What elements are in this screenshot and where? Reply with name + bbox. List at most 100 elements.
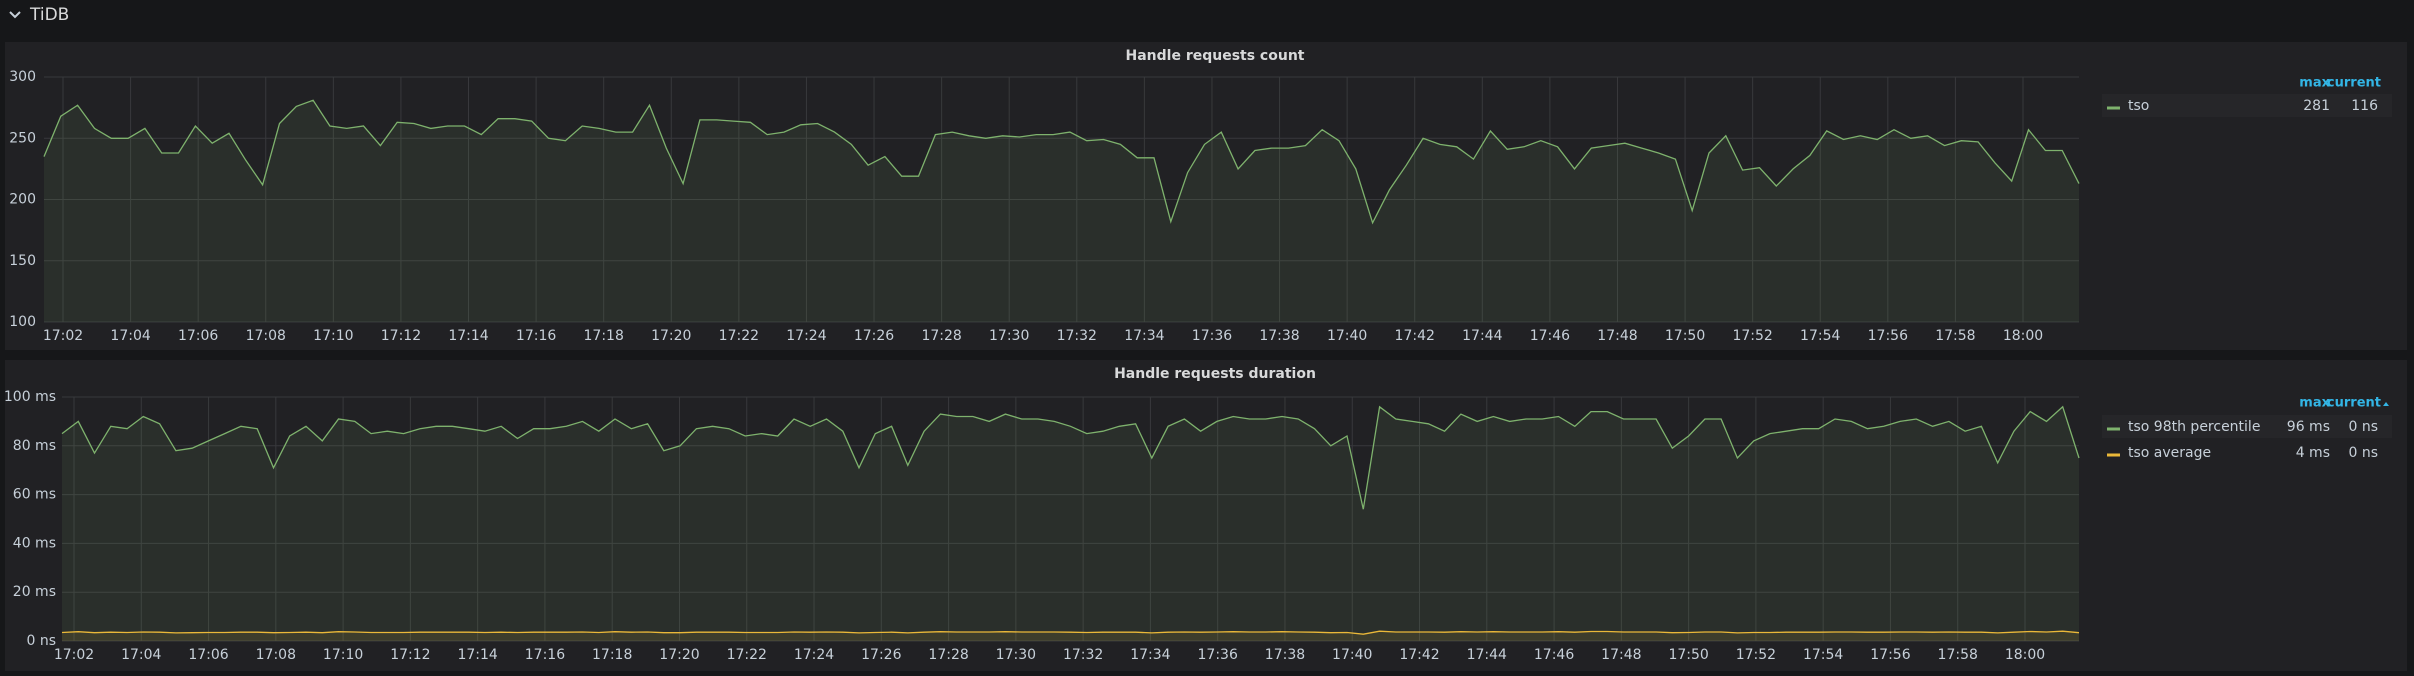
- x-tick-label: 17:30: [989, 328, 1029, 344]
- y-tick-label: 60 ms: [13, 487, 56, 503]
- legend-name[interactable]: tso 98th percentile: [2128, 419, 2260, 435]
- x-tick-label: 17:30: [996, 647, 1036, 663]
- legend-value: 96 ms: [2287, 419, 2330, 435]
- x-tick-label: 17:20: [651, 328, 691, 344]
- x-tick-label: 17:22: [727, 647, 767, 663]
- legend-header[interactable]: max: [2299, 76, 2330, 91]
- x-tick-label: 17:40: [1327, 328, 1367, 344]
- x-tick-label: 17:34: [1130, 647, 1170, 663]
- x-tick-label: 17:50: [1665, 328, 1705, 344]
- x-tick-label: 17:48: [1601, 647, 1641, 663]
- panel-title[interactable]: Handle requests count: [1126, 48, 1305, 64]
- x-tick-label: 17:48: [1597, 328, 1637, 344]
- x-tick-label: 17:44: [1467, 647, 1507, 663]
- x-tick-label: 17:52: [1736, 647, 1776, 663]
- x-tick-label: 17:36: [1198, 647, 1238, 663]
- x-tick-label: 17:44: [1462, 328, 1502, 344]
- y-tick-label: 300: [9, 69, 36, 85]
- x-tick-label: 17:06: [178, 328, 218, 344]
- x-tick-label: 17:08: [246, 328, 286, 344]
- x-tick-label: 18:00: [2003, 328, 2043, 344]
- series-area: [44, 100, 2079, 322]
- legend-value: 116: [2351, 98, 2378, 114]
- x-tick-label: 17:38: [1259, 328, 1299, 344]
- legend-row: [2102, 94, 2392, 117]
- x-tick-label: 17:58: [1935, 328, 1975, 344]
- y-tick-label: 20 ms: [13, 584, 56, 600]
- x-tick-label: 17:46: [1530, 328, 1570, 344]
- x-tick-label: 17:46: [1534, 647, 1574, 663]
- x-tick-label: 17:56: [1870, 647, 1910, 663]
- series-line: [43, 99, 2080, 225]
- series-line: [61, 405, 2080, 510]
- y-tick-label: 150: [9, 253, 36, 269]
- legend-row: [2102, 415, 2392, 438]
- x-tick-label: 17:32: [1063, 647, 1103, 663]
- legend-name[interactable]: tso: [2128, 98, 2149, 114]
- x-tick-label: 17:28: [921, 328, 961, 344]
- x-tick-label: 17:58: [1938, 647, 1978, 663]
- x-tick-label: 17:12: [390, 647, 430, 663]
- x-tick-label: 17:22: [719, 328, 759, 344]
- row-title[interactable]: TiDB: [29, 5, 69, 25]
- x-tick-label: 17:38: [1265, 647, 1305, 663]
- panel: [5, 42, 2407, 350]
- legend-value: 0 ns: [2348, 419, 2378, 435]
- x-tick-label: 17:32: [1057, 328, 1097, 344]
- x-tick-label: 17:52: [1732, 328, 1772, 344]
- x-tick-label: 17:50: [1668, 647, 1708, 663]
- series-area: [62, 406, 2079, 641]
- x-tick-label: 17:24: [786, 328, 826, 344]
- x-tick-label: 17:54: [1800, 328, 1840, 344]
- x-tick-label: 17:56: [1868, 328, 1908, 344]
- x-tick-label: 17:10: [323, 647, 363, 663]
- x-tick-label: 17:10: [313, 328, 353, 344]
- x-tick-label: 17:14: [457, 647, 497, 663]
- x-tick-label: 17:28: [928, 647, 968, 663]
- legend-value: 0 ns: [2348, 445, 2378, 461]
- y-tick-label: 0 ns: [26, 633, 56, 649]
- x-tick-label: 17:24: [794, 647, 834, 663]
- x-tick-label: 17:16: [516, 328, 556, 344]
- x-tick-label: 17:54: [1803, 647, 1843, 663]
- x-tick-label: 17:06: [188, 647, 228, 663]
- x-tick-label: 17:02: [43, 328, 83, 344]
- panel: [5, 360, 2407, 671]
- x-tick-label: 17:12: [381, 328, 421, 344]
- y-tick-label: 100 ms: [4, 389, 56, 405]
- y-tick-label: 80 ms: [13, 438, 56, 454]
- sort-arrow: [2383, 402, 2389, 406]
- x-tick-label: 17:08: [256, 647, 296, 663]
- x-tick-label: 17:18: [584, 328, 624, 344]
- legend-row: [2102, 441, 2392, 464]
- x-tick-label: 17:40: [1332, 647, 1372, 663]
- panel-title[interactable]: Handle requests duration: [1114, 366, 1316, 382]
- legend-name[interactable]: tso average: [2128, 445, 2211, 461]
- legend-header[interactable]: current: [2327, 76, 2381, 91]
- x-tick-label: 17:04: [121, 647, 161, 663]
- x-tick-label: 17:42: [1399, 647, 1439, 663]
- legend-value: 4 ms: [2296, 445, 2330, 461]
- x-tick-label: 17:26: [854, 328, 894, 344]
- x-tick-label: 17:14: [448, 328, 488, 344]
- y-tick-label: 100: [9, 314, 36, 330]
- legend-header[interactable]: current: [2327, 396, 2381, 411]
- y-tick-label: 250: [9, 130, 36, 146]
- x-tick-label: 17:42: [1395, 328, 1435, 344]
- y-tick-label: 40 ms: [13, 535, 56, 551]
- x-tick-label: 18:00: [2005, 647, 2045, 663]
- legend-header[interactable]: max: [2299, 396, 2330, 411]
- x-tick-label: 17:04: [110, 328, 150, 344]
- x-tick-label: 17:18: [592, 647, 632, 663]
- y-tick-label: 200: [9, 192, 36, 208]
- x-tick-label: 17:34: [1124, 328, 1164, 344]
- x-tick-label: 17:02: [54, 647, 94, 663]
- series-area: [62, 631, 2079, 641]
- x-tick-label: 17:36: [1192, 328, 1232, 344]
- row-chevron[interactable]: [9, 11, 21, 19]
- legend-value: 281: [2303, 98, 2330, 114]
- x-tick-label: 17:20: [659, 647, 699, 663]
- series-line: [61, 630, 2080, 635]
